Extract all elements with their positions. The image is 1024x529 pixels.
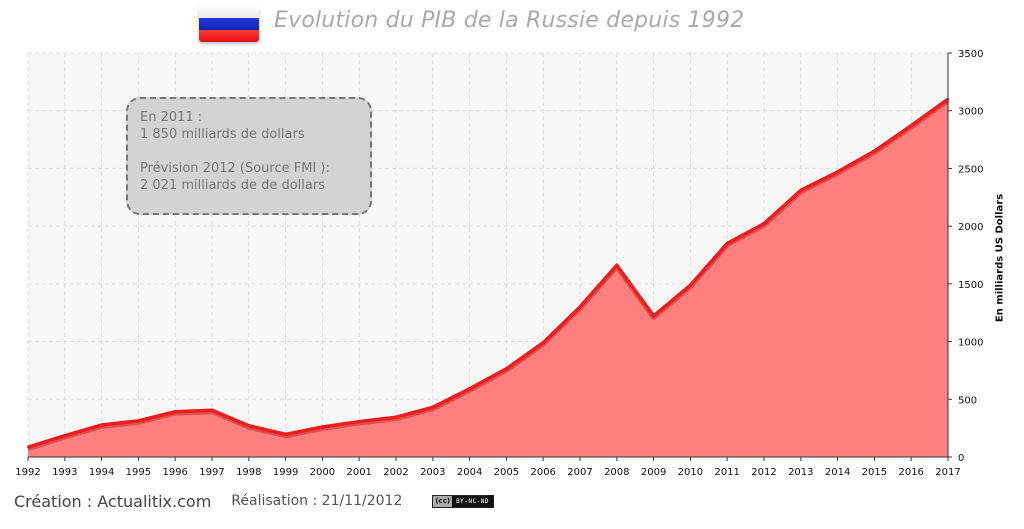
x-tick-label: 2014 <box>825 467 850 478</box>
annotation-box: En 2011 : 1 850 milliards de dollars Pré… <box>126 97 372 215</box>
x-tick-label: 2015 <box>862 467 887 478</box>
x-tick-label: 2006 <box>530 467 555 478</box>
data-point <box>763 222 765 225</box>
data-point <box>579 305 581 308</box>
gdp-line <box>27 97 950 449</box>
annotation-line-1: En 2011 : <box>140 110 203 125</box>
russia-flag-icon <box>199 6 259 42</box>
x-tick-label: 2003 <box>420 467 445 478</box>
x-tick-label: 2002 <box>383 467 408 478</box>
data-point <box>247 424 250 427</box>
data-point <box>799 189 802 192</box>
data-point <box>27 446 29 449</box>
chart-title: Evolution du PIB de la Russie depuis 199… <box>274 8 745 33</box>
data-point <box>615 264 618 267</box>
cc-icon: (cc) <box>433 495 453 507</box>
data-point <box>395 416 397 419</box>
x-tick-label: 2005 <box>494 467 519 478</box>
y-tick-label: 3000 <box>958 107 983 118</box>
x-tick-label: 2004 <box>457 467 482 478</box>
x-tick-label: 1998 <box>236 467 261 478</box>
data-point <box>284 433 287 436</box>
x-tick-label: 1992 <box>15 467 40 478</box>
annotation-line-4: 2 021 milliards de de dollars <box>140 178 325 193</box>
x-tick-label: 2000 <box>310 467 335 478</box>
x-tick-label: 2016 <box>898 467 923 478</box>
x-tick-label: 2001 <box>346 467 371 478</box>
data-point <box>431 406 434 409</box>
annotation-line-2: 1 850 milliards de dollars <box>140 127 305 142</box>
data-point <box>910 124 913 127</box>
y-tick-label: 1000 <box>958 338 983 349</box>
y-tick-label: 3500 <box>958 49 983 60</box>
data-point <box>542 341 545 344</box>
data-point <box>505 367 508 370</box>
x-tick-label: 1997 <box>199 467 224 478</box>
creative-commons-badge[interactable]: (cc) BY-NC-ND <box>432 494 494 508</box>
data-point <box>726 242 729 245</box>
y-tick-label: 500 <box>958 395 977 406</box>
x-tick-label: 2009 <box>641 467 666 478</box>
x-tick-label: 2008 <box>604 467 629 478</box>
data-point <box>468 387 471 390</box>
x-tick-label: 1994 <box>89 467 114 478</box>
data-point <box>321 425 324 428</box>
y-tick-label: 0 <box>958 453 964 464</box>
creation-credit[interactable]: Création : Actualitix.com <box>14 491 212 511</box>
footer: Création : Actualitix.com Réalisation : … <box>14 489 494 513</box>
x-tick-label: 2011 <box>714 467 739 478</box>
data-point <box>100 424 103 427</box>
y-tick-label: 2000 <box>958 222 983 233</box>
x-tick-label: 1996 <box>162 467 187 478</box>
y-tick-label: 2500 <box>958 164 983 175</box>
y-axis-label: En milliards US Dollars <box>994 193 1006 323</box>
data-point <box>652 314 655 317</box>
x-tick-label: 2007 <box>567 467 592 478</box>
data-point <box>137 419 140 422</box>
data-point <box>836 170 839 173</box>
x-tick-label: 2012 <box>751 467 776 478</box>
x-tick-label: 2013 <box>788 467 813 478</box>
data-point <box>174 410 177 413</box>
gdp-area <box>28 99 948 458</box>
x-tick-label: 2017 <box>935 467 960 478</box>
annotation-line-3: Prévision 2012 (Source FMI ): <box>140 161 330 176</box>
license-label: BY-NC-ND <box>452 495 493 507</box>
data-point <box>63 434 66 437</box>
x-tick-label: 1993 <box>52 467 77 478</box>
x-tick-label: 1995 <box>126 467 151 478</box>
x-tick-label: 2010 <box>678 467 703 478</box>
x-tick-label: 1999 <box>273 467 298 478</box>
data-point <box>211 409 213 412</box>
y-tick-label: 1500 <box>958 280 983 291</box>
data-point <box>873 150 876 153</box>
data-point <box>689 284 692 287</box>
data-point <box>358 420 361 423</box>
realisation-date: Réalisation : 21/11/2012 <box>231 493 403 509</box>
